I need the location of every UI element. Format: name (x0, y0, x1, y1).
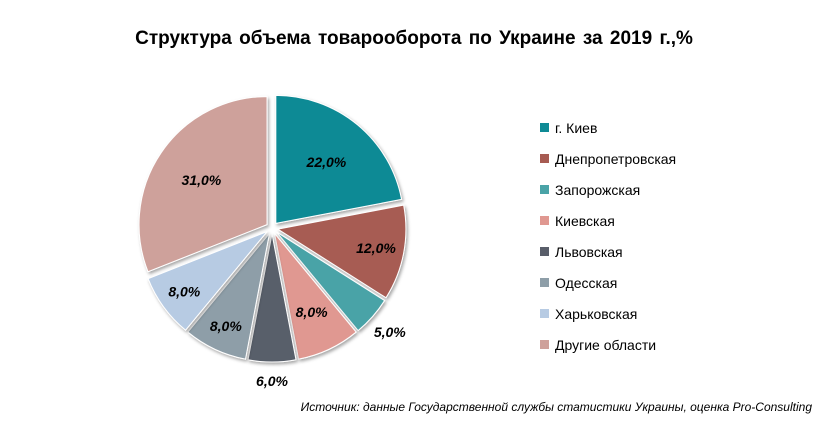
legend-item: Днепропетровская (540, 143, 676, 174)
chart-legend: г. Киев Днепропетровская Запорожская Киевск… (540, 112, 676, 360)
pie-slice (275, 94, 403, 224)
legend-item: Харьковская (540, 298, 676, 329)
data-label: 8,0% (168, 284, 200, 300)
legend-swatch (540, 340, 549, 349)
legend-label: г. Киев (555, 119, 598, 136)
legend-label: Харьковская (555, 305, 638, 322)
legend-label: Львовская (555, 243, 623, 260)
legend-item: Одесская (540, 267, 676, 298)
data-label: 31,0% (182, 172, 222, 188)
data-label: 8,0% (210, 318, 242, 334)
data-label: 12,0% (356, 240, 396, 256)
legend-item: Львовская (540, 236, 676, 267)
pie-slice (276, 204, 407, 299)
pie-slice (247, 233, 297, 363)
legend-swatch (540, 123, 549, 132)
pie-slice (138, 96, 268, 273)
legend-swatch (540, 216, 549, 225)
source-note: Источник: данные Государственной службы … (300, 400, 812, 414)
legend-label: Днепропетровская (555, 150, 677, 167)
legend-swatch (540, 154, 549, 163)
pie-slice (276, 231, 386, 332)
data-label: 6,0% (256, 373, 288, 389)
legend-swatch (540, 185, 549, 194)
chart-title: Структура объема товарооборота по Украин… (135, 28, 693, 49)
legend-swatch (540, 278, 549, 287)
pie-slices (138, 94, 407, 363)
pie-slice (187, 233, 270, 360)
legend-swatch (540, 309, 549, 318)
legend-item: Другие области (540, 329, 676, 360)
legend-label: Запорожская (555, 181, 641, 198)
legend-item: Запорожская (540, 174, 676, 205)
pie-slice (274, 233, 357, 360)
legend-label: Другие области (555, 336, 657, 353)
legend-swatch (540, 247, 549, 256)
pie-slice (147, 231, 268, 331)
pie-data-labels: 22,0% 12,0% 5,0% 8,0% 6,0% 8,0% 8,0% 31,0% (168, 154, 406, 389)
data-label: 22,0% (306, 154, 347, 170)
legend-item: г. Киев (540, 112, 676, 143)
legend-label: Одесская (555, 274, 618, 291)
legend-item: Киевская (540, 205, 676, 236)
data-label: 8,0% (296, 304, 328, 320)
data-label: 5,0% (374, 324, 406, 340)
legend-label: Киевская (555, 212, 615, 229)
